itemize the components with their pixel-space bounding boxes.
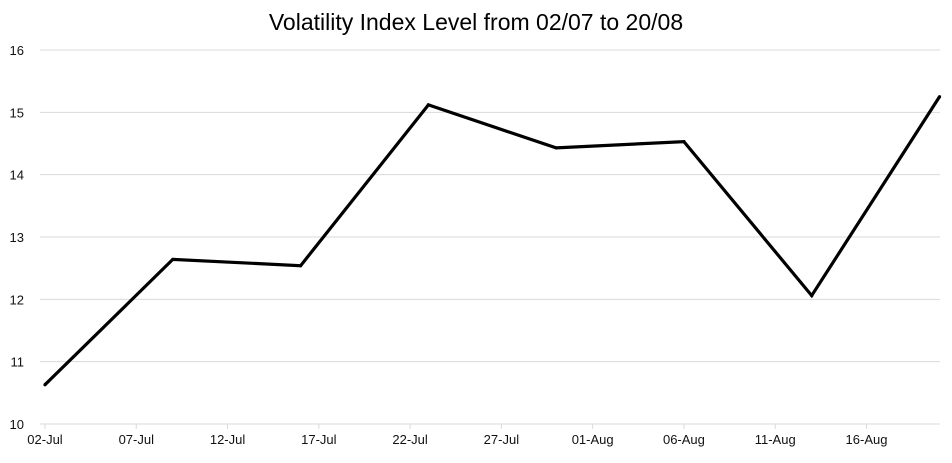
x-tick-label: 16-Aug (846, 432, 888, 447)
data-point (43, 383, 47, 387)
x-axis-tick-labels: 02-Jul 07-Jul 12-Jul 17-Jul 22-Jul 27-Jul 01-A… (27, 432, 887, 447)
chart-title: Volatility Index Level from 02/07 to 20/… (269, 9, 683, 35)
x-tick-label: 06-Aug (663, 432, 705, 447)
data-point (937, 95, 942, 99)
data-point (810, 293, 814, 298)
gridlines (40, 49, 940, 429)
data-point (682, 140, 686, 144)
y-tick-label: 15 (10, 105, 24, 120)
data-point (298, 264, 303, 268)
y-tick-label: 13 (10, 230, 24, 245)
data-point (554, 146, 558, 150)
x-tick-label: 02-Jul (27, 432, 63, 447)
y-tick-label: 12 (10, 292, 24, 307)
x-tick-label: 01-Aug (572, 432, 614, 447)
series-line (43, 95, 941, 386)
x-tick-label: 27-Jul (484, 432, 520, 447)
x-tick-label: 07-Jul (119, 432, 155, 447)
y-tick-label: 11 (11, 355, 25, 370)
x-tick-label: 17-Jul (301, 432, 337, 447)
x-tick-label: 22-Jul (392, 432, 428, 447)
x-tick-label: 11-Aug (755, 432, 796, 447)
data-point (426, 103, 430, 107)
x-tick-label: 12-Jul (210, 432, 246, 447)
y-tick-label: 16 (10, 43, 24, 58)
y-axis-tick-labels: 10 11 12 13 14 15 16 (10, 43, 24, 432)
y-tick-label: 10 (10, 417, 24, 432)
y-tick-label: 14 (10, 168, 24, 183)
series-layer (43, 95, 942, 387)
data-point (171, 257, 175, 262)
